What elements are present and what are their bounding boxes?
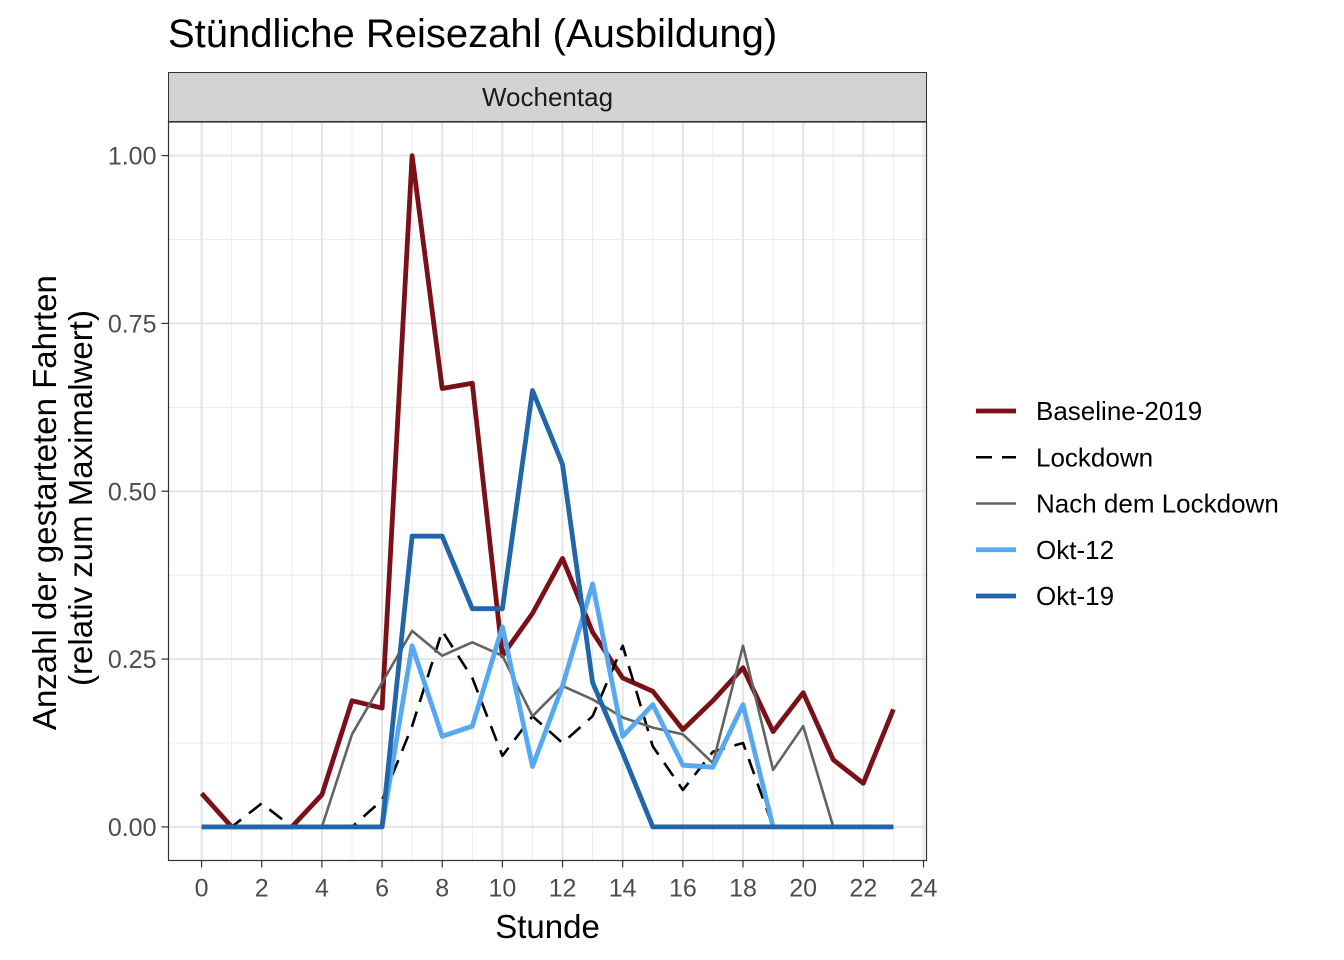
facet-label: Wochentag — [482, 82, 613, 112]
legend-label-nach-dem-lockdown: Nach dem Lockdown — [1036, 489, 1279, 519]
x-tick-label: 10 — [488, 875, 516, 903]
legend-label-okt-19: Okt-19 — [1036, 581, 1114, 611]
x-tick-label: 12 — [549, 875, 577, 903]
y-axis-label-line-2: (relativ zum Maximalwert) — [62, 310, 99, 686]
y-axis: 0.00 0.25 0.50 0.75 1.00 — [108, 143, 169, 842]
y-tick-label: 0.00 — [108, 814, 157, 842]
x-tick-label: 6 — [375, 875, 389, 903]
x-tick-label: 22 — [849, 875, 877, 903]
y-tick-label: 0.75 — [108, 310, 157, 338]
facet-strip — [168, 72, 927, 122]
x-tick-label: 20 — [789, 875, 817, 903]
y-tick-label: 1.00 — [108, 143, 157, 171]
series-layer — [199, 153, 896, 830]
chart-title: Stündliche Reisezahl (Ausbildung) — [168, 12, 777, 56]
legend-label-okt-12: Okt-12 — [1036, 535, 1114, 565]
legend-label-lockdown: Lockdown — [1036, 442, 1153, 472]
x-axis-label: Stunde — [495, 908, 600, 945]
x-tick-label: 16 — [669, 875, 697, 903]
y-axis-label: Anzahl der gestarteten Fahrten (relativ … — [26, 266, 99, 730]
y-tick-label: 0.50 — [108, 478, 157, 506]
grid-major — [168, 122, 927, 861]
series-line-okt-19 — [201, 388, 894, 830]
series-line-baseline-2019 — [199, 153, 896, 830]
x-tick-label: 14 — [609, 875, 637, 903]
x-tick-label: 2 — [255, 875, 269, 903]
x-tick-label: 8 — [435, 875, 449, 903]
legend: Baseline-2019 Lockdown Nach dem Lockdown Ok… — [976, 396, 1279, 611]
x-tick-label: 24 — [910, 875, 938, 903]
x-tick-label: 0 — [195, 875, 209, 903]
y-tick-label: 0.25 — [108, 646, 157, 674]
legend-label-baseline-2019: Baseline-2019 — [1036, 396, 1202, 426]
x-tick-label: 18 — [729, 875, 757, 903]
x-axis: 0 2 4 6 8 10 12 14 16 18 20 22 24 — [195, 860, 938, 903]
x-tick-label: 4 — [315, 875, 329, 903]
y-axis-label-line-1: Anzahl der gestarteten Fahrten — [26, 275, 63, 730]
